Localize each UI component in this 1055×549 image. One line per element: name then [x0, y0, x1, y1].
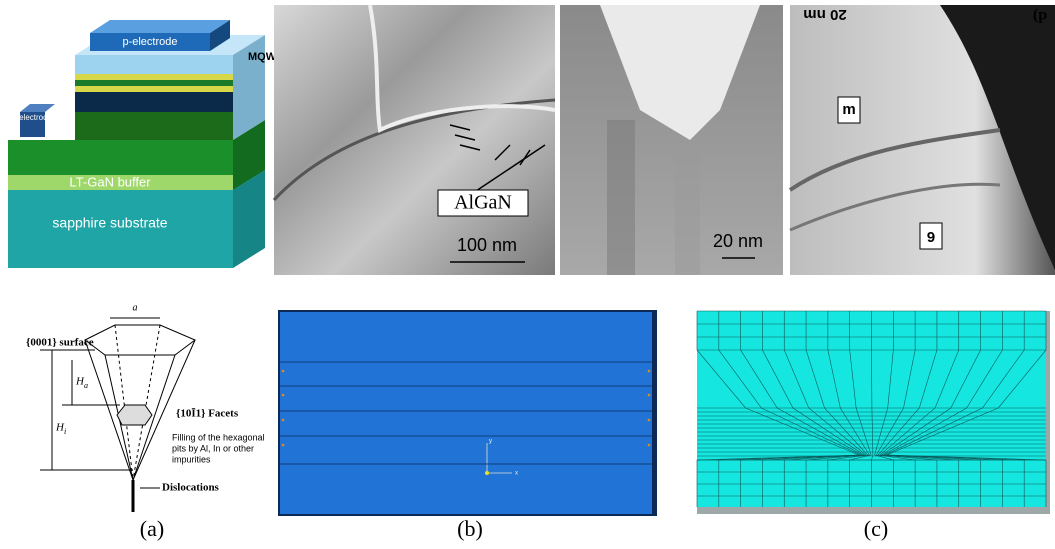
tem-image-right: 20 nm (p m 6 — [790, 5, 1055, 275]
panel-label: (c) — [864, 516, 888, 541]
led-diagram: p-electrode MQW n-electrode LT-GaN buffe… — [8, 20, 277, 268]
node-marker — [648, 419, 651, 422]
arrow-label: 6 — [927, 228, 935, 245]
axis-label: x — [515, 471, 518, 477]
node-marker — [648, 444, 651, 447]
panel-label: (a) — [140, 516, 164, 541]
pit-label: a — [133, 302, 138, 313]
pit-label: pits by Al, In or other — [172, 443, 254, 453]
pit-label: Dislocations — [162, 482, 220, 494]
axis-label: y — [489, 439, 492, 445]
scale-bar-label: 100 nm — [457, 235, 517, 255]
page: {"figure": { "led": {"p_electrode": "p-e… — [0, 0, 1055, 549]
pit-label: {10Ī1} Facets — [176, 408, 239, 420]
node-marker — [282, 419, 285, 422]
tem-image-left: AlGaN 100 nm — [274, 5, 555, 275]
node-marker — [648, 370, 651, 373]
scale-bar-label: 20 nm — [713, 231, 763, 251]
pit-label: Filling of the hexagonal — [172, 432, 265, 442]
node-marker — [282, 370, 285, 373]
tem-image-middle: 20 nm — [560, 5, 783, 275]
figure: p-electrode MQW n-electrode LT-GaN buffe… — [0, 0, 1055, 549]
mesh-model — [697, 311, 1050, 514]
corner-label: (p — [1033, 7, 1047, 24]
arrow-label: m — [842, 101, 855, 118]
node-marker — [282, 394, 285, 397]
led-label: sapphire substrate — [52, 215, 167, 231]
pit-label: impurities — [172, 454, 211, 464]
node-marker — [282, 444, 285, 447]
panel-label: (b) — [457, 516, 483, 541]
led-label: LT-GaN buffer — [69, 174, 151, 189]
layer-model: y x — [279, 311, 656, 515]
scale-bar-label: 20 nm — [803, 6, 846, 23]
led-label: n-electrode — [12, 113, 53, 122]
pit-label: {0001} surface — [26, 337, 94, 349]
led-label: MQW — [248, 51, 277, 63]
led-label: p-electrode — [122, 36, 177, 48]
pit-label: a — [84, 381, 88, 390]
node-marker — [648, 394, 651, 397]
pit-label: i — [64, 427, 66, 436]
tem-label: AlGaN — [454, 192, 512, 214]
pit-labels: a {0001} surface H a H i {10Ī1} Facets F… — [26, 302, 265, 493]
